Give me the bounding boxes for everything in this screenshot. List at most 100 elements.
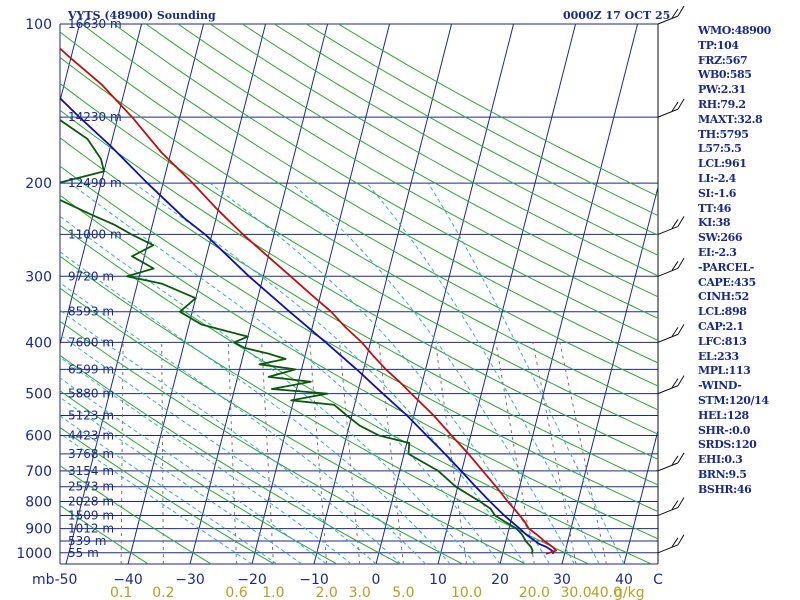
- pressure-tick-label: 200: [25, 176, 52, 192]
- mixing-ratio-line: [261, 342, 274, 564]
- wind-barb-flag: [677, 324, 685, 335]
- wind-barb-flag: [671, 537, 679, 548]
- index-item: CINH:52: [698, 290, 749, 304]
- dry-adiabat-line: [177, 24, 658, 298]
- dry-adiabat-line: [60, 224, 652, 564]
- index-item: TH:5795: [698, 127, 749, 141]
- mixing-ratio-label: 1.0: [262, 585, 284, 600]
- wind-barb-staff: [657, 385, 679, 395]
- wind-barb-flag: [671, 327, 679, 337]
- pressure-tick-label: 600: [25, 428, 52, 444]
- height-label: 8593 m: [68, 305, 114, 319]
- moist-adiabat-line: [60, 415, 278, 564]
- index-item: BRN:9.5: [698, 467, 747, 481]
- mixing-ratio-line: [120, 342, 124, 564]
- mixing-ratio-line: [559, 342, 607, 564]
- wind-barb-flag: [671, 378, 679, 388]
- height-label: 11000 m: [68, 227, 122, 241]
- isotherm-line: [251, 24, 391, 564]
- stability-indices-list: WMO:48900 TP:104 FRZ:567 WB0:585 PW:2.31 RH:7…: [698, 24, 798, 498]
- pressure-tick-label: 700: [25, 464, 52, 480]
- wind-barb-staff: [657, 462, 679, 472]
- index-item: FRZ:567: [698, 53, 748, 67]
- index-item: -WIND-: [698, 379, 742, 393]
- pressure-tick-label: 300: [25, 269, 52, 285]
- moist-adiabat-line: [60, 356, 352, 564]
- index-item: WB0:585: [698, 68, 752, 82]
- index-item: PW:2.31: [698, 83, 746, 97]
- mixing-ratio-line: [378, 342, 404, 564]
- index-item: LCL:898: [698, 305, 747, 319]
- index-item: SHR-:0.0: [698, 423, 751, 437]
- wind-barb-flag: [671, 219, 679, 229]
- moist-adiabat-line: [69, 182, 501, 564]
- station-title: VYTS (48900) Sounding: [68, 9, 216, 22]
- temperature-tick-label: 30: [553, 572, 571, 588]
- isotherm-line: [375, 24, 515, 564]
- height-label: 2573 m: [68, 480, 114, 494]
- pressure-tick-label: 400: [25, 335, 52, 351]
- index-item: LI:-2.4: [698, 171, 736, 185]
- moist-adiabat-line: [60, 432, 253, 564]
- dry-adiabat-line: [60, 137, 658, 486]
- dry-adiabat-line: [60, 426, 275, 564]
- temperature-tick-label: 10: [429, 572, 447, 588]
- wind-barb-flag: [671, 455, 679, 466]
- wind-barb-flag: [677, 534, 685, 546]
- moist-adiabat-line: [60, 334, 377, 564]
- mixing-ratio-line: [532, 342, 577, 564]
- wind-barb-flag: [677, 452, 685, 464]
- dry-adiabat-line: [113, 24, 658, 341]
- wind-barb-flag: [677, 497, 685, 508]
- moist-adiabat-line: [427, 182, 625, 564]
- mixing-ratio-label: 5.0: [392, 585, 414, 600]
- height-labels: 16630 m 14230 m 12490 m 11000 m 9720 m 8593 m…: [68, 17, 122, 560]
- height-label: 539 m: [68, 534, 106, 548]
- isotherm-line: [0, 24, 18, 564]
- index-item: -PARCEL-: [698, 260, 754, 274]
- height-label: 55 m: [68, 546, 99, 560]
- index-item: BSHR:46: [698, 482, 752, 496]
- index-item: CAPE:435: [698, 275, 756, 289]
- index-item: EI:-2.3: [698, 245, 737, 259]
- moist-adiabat-line: [60, 309, 402, 564]
- mixing-ratio-label: 0.2: [152, 585, 174, 600]
- height-label: 16630 m: [68, 17, 122, 31]
- isotherm-line: [65, 24, 205, 564]
- wind-barb-staff: [657, 333, 679, 343]
- isotherm-line: [623, 428, 658, 564]
- dry-adiabat-line: [209, 24, 658, 277]
- height-label: 3154 m: [68, 464, 114, 478]
- index-item: SW:266: [698, 231, 743, 245]
- pressure-tick-label: 900: [25, 522, 52, 538]
- parcel-curve: [60, 97, 555, 555]
- wind-barb: [657, 497, 685, 516]
- height-label: 5880 m: [68, 387, 114, 401]
- wind-barb-flag: [671, 101, 679, 112]
- temperature-tick-label: 0: [372, 572, 381, 588]
- wind-barb-flag: [671, 500, 679, 510]
- isotherm-line: [499, 24, 639, 564]
- height-label: 4423 m: [68, 428, 114, 442]
- index-item: HEL:128: [698, 408, 749, 422]
- mixing-ratio-unit-label: g/kg: [614, 585, 645, 600]
- temperature-tick-label: −10: [299, 572, 329, 588]
- height-label: 2028 m: [68, 495, 114, 509]
- wind-barb-flag: [671, 8, 679, 19]
- dry-adiabat-line: [60, 504, 149, 564]
- mixing-ratio-label: 40.0: [591, 585, 622, 600]
- mixing-ratio-line: [227, 342, 238, 564]
- dry-adiabat-line: [60, 82, 658, 435]
- index-item: L57:5.5: [698, 142, 742, 156]
- temperature-tick-label: 40: [615, 572, 633, 588]
- wind-barb-flag: [677, 216, 685, 227]
- pressure-tick-label: 500: [25, 387, 52, 403]
- wind-barb-staff: [657, 544, 679, 554]
- wind-barb-staff: [657, 108, 679, 118]
- mixing-ratio-line: [161, 342, 164, 564]
- index-item: CAP:2.1: [698, 319, 744, 333]
- moist-adiabat-line: [209, 182, 551, 564]
- background-lines: [0, 24, 658, 564]
- dry-adiabat-line: [60, 465, 212, 564]
- temperature-curve: [60, 47, 557, 555]
